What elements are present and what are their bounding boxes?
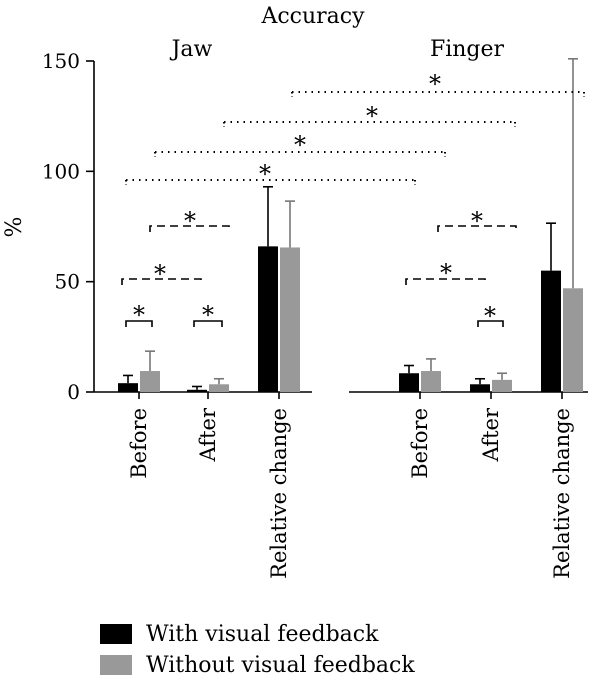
- bar: [399, 373, 419, 392]
- bar: [187, 389, 207, 392]
- significance-star: *: [366, 102, 378, 130]
- significance-star: *: [259, 160, 271, 188]
- bar: [140, 371, 160, 392]
- significance-bracket-solid: [193, 320, 223, 327]
- axes: 0 50 100 150 Before After Relative change Befor…: [42, 49, 588, 579]
- y-tick-label-150: 150: [42, 49, 80, 73]
- significance-bracket-dashed: [437, 225, 517, 232]
- bar: [421, 371, 441, 392]
- legend-label-without-feedback: Without visual feedback: [146, 652, 415, 678]
- significance-star: *: [202, 301, 214, 329]
- significance-bracket-dashed: [149, 225, 230, 232]
- legend-item-with-feedback: With visual feedback: [100, 619, 520, 649]
- significance-star: *: [184, 207, 196, 235]
- group-label-finger: Finger: [430, 37, 505, 62]
- x-tick-label: After: [479, 407, 503, 462]
- x-tick-label: Before: [127, 408, 151, 479]
- x-tick-label: After: [196, 407, 220, 462]
- significance-star: *: [471, 207, 483, 235]
- bar: [118, 383, 138, 392]
- bar: [563, 288, 583, 392]
- significance-star: *: [294, 131, 306, 159]
- bar: [209, 384, 229, 392]
- group-label-jaw: Jaw: [170, 37, 213, 62]
- bars: [118, 57, 583, 392]
- significance-star: *: [429, 70, 441, 98]
- y-tick-label-0: 0: [67, 380, 80, 404]
- bar: [541, 270, 561, 392]
- legend-label-with-feedback: With visual feedback: [146, 621, 379, 647]
- significance-bracket-solid: [477, 320, 504, 327]
- chart-title: Accuracy: [260, 4, 365, 29]
- significance-star: *: [133, 301, 145, 329]
- x-tick-label: Relative change: [267, 408, 291, 579]
- significance-star: *: [440, 259, 452, 287]
- significance-bracket-solid: [125, 320, 153, 327]
- y-tick-label-100: 100: [42, 159, 80, 183]
- y-tick-label-50: 50: [55, 270, 80, 294]
- bar: [470, 384, 490, 392]
- y-axis-label: %: [2, 217, 27, 238]
- significance-bracket-dashed: [405, 278, 486, 285]
- bar: [492, 379, 512, 392]
- significance-star: *: [154, 260, 166, 288]
- legend-item-without-feedback: Without visual feedback: [100, 650, 520, 680]
- significance-annotations: * * * * * * * * * * *: [121, 70, 585, 330]
- significance-star: *: [484, 302, 496, 330]
- legend-swatch-without-feedback: [100, 655, 132, 675]
- x-tick-label: Relative change: [550, 408, 574, 579]
- x-tick-label: Before: [408, 408, 432, 479]
- bar: [258, 246, 278, 392]
- legend-swatch-with-feedback: [100, 624, 132, 644]
- bar: [280, 247, 300, 392]
- significance-bracket-dashed: [121, 278, 202, 285]
